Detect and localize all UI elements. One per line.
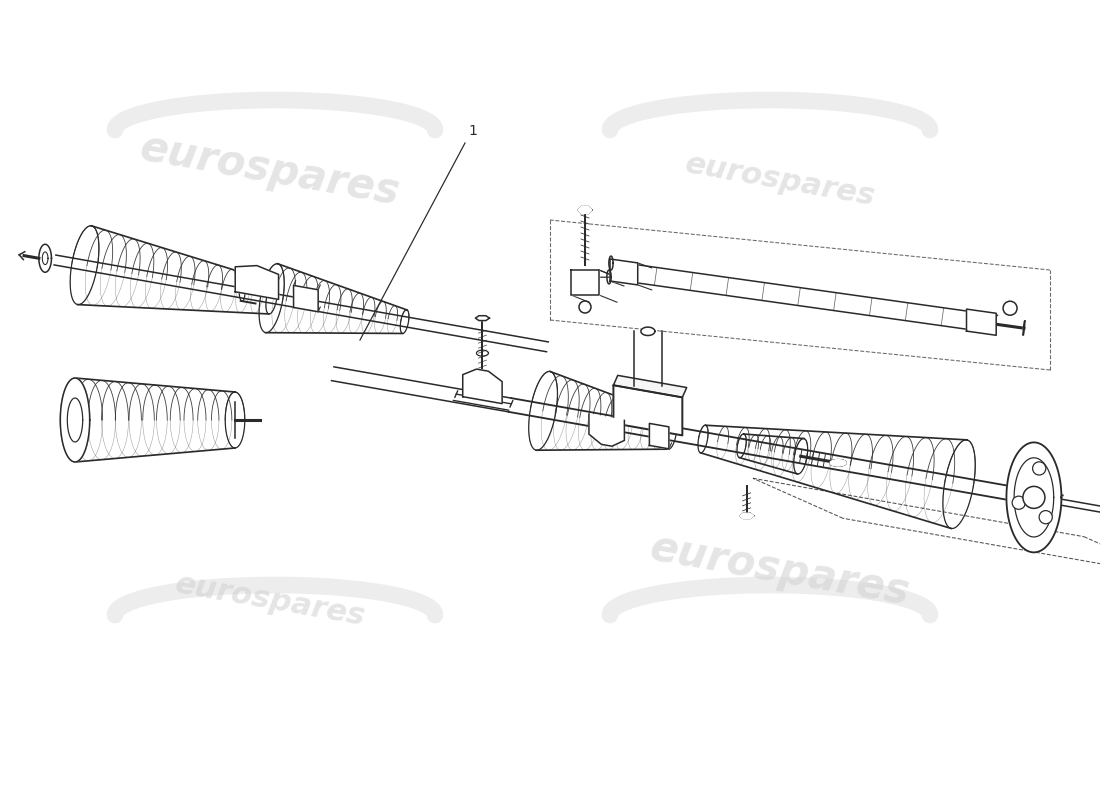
Text: eurospares: eurospares bbox=[683, 149, 878, 211]
Text: eurospares: eurospares bbox=[173, 569, 367, 631]
Text: 1: 1 bbox=[468, 124, 477, 138]
Polygon shape bbox=[830, 460, 846, 466]
Polygon shape bbox=[610, 259, 638, 285]
Polygon shape bbox=[60, 378, 90, 462]
Circle shape bbox=[1023, 486, 1045, 508]
Polygon shape bbox=[39, 244, 52, 272]
Polygon shape bbox=[463, 369, 502, 404]
Polygon shape bbox=[235, 266, 278, 299]
Polygon shape bbox=[614, 375, 686, 398]
Polygon shape bbox=[967, 309, 997, 335]
Polygon shape bbox=[739, 514, 754, 518]
Circle shape bbox=[1003, 302, 1018, 315]
Polygon shape bbox=[1023, 322, 1025, 335]
Polygon shape bbox=[641, 327, 654, 335]
Polygon shape bbox=[475, 316, 490, 321]
Text: eurospares: eurospares bbox=[647, 526, 913, 614]
Polygon shape bbox=[578, 206, 592, 214]
Polygon shape bbox=[588, 414, 625, 446]
Polygon shape bbox=[571, 270, 600, 295]
Circle shape bbox=[1012, 496, 1025, 510]
Polygon shape bbox=[1006, 442, 1062, 552]
Circle shape bbox=[1040, 510, 1053, 524]
Polygon shape bbox=[614, 386, 682, 435]
Text: eurospares: eurospares bbox=[136, 126, 404, 214]
Circle shape bbox=[1033, 462, 1046, 475]
Circle shape bbox=[579, 301, 591, 313]
Polygon shape bbox=[294, 286, 318, 312]
Polygon shape bbox=[649, 423, 669, 449]
